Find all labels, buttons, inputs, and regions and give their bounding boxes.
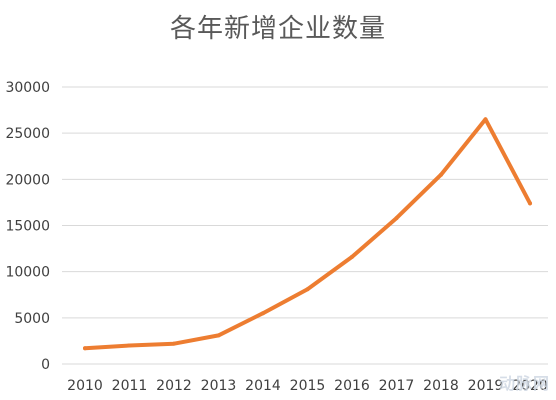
- y-tick-label: 0: [41, 357, 50, 373]
- x-tick-label: 2015: [290, 378, 326, 394]
- data-point: [350, 254, 354, 259]
- data-point: [83, 346, 87, 351]
- x-tick-label: 2017: [379, 378, 415, 394]
- chart-title: 各年新增企业数量: [169, 14, 386, 44]
- data-point: [216, 333, 221, 338]
- series-group: [83, 117, 532, 351]
- gridlines: [62, 86, 548, 365]
- x-tick-label: 2011: [112, 378, 148, 394]
- y-tick-label: 5000: [14, 311, 50, 327]
- x-tick-label: 2010: [67, 378, 103, 394]
- data-point: [172, 341, 176, 346]
- y-tick-label: 10000: [5, 265, 50, 281]
- x-tick-label: 2018: [423, 378, 459, 394]
- x-axis-tick-labels: 2010 2011 2012 2013 2014 2015 2016 2017 2018 2019…: [67, 378, 548, 394]
- y-tick-label: 15000: [5, 219, 50, 235]
- data-point: [528, 201, 532, 206]
- y-axis-tick-labels: 0 5000 10000 15000 20000 25000 30000: [5, 80, 50, 373]
- x-tick-label: 2014: [245, 378, 281, 394]
- data-point: [394, 216, 399, 221]
- data-point: [483, 117, 488, 122]
- y-tick-label: 20000: [5, 172, 50, 188]
- x-tick-label: 2019: [468, 378, 504, 394]
- x-tick-label: 2012: [156, 378, 192, 394]
- data-point: [127, 343, 132, 348]
- x-tick-label: 2020: [512, 378, 548, 394]
- x-tick-label: 2016: [334, 378, 370, 394]
- data-point: [305, 287, 310, 292]
- y-tick-label: 25000: [5, 126, 50, 142]
- x-tick-label: 2013: [201, 378, 237, 394]
- data-point: [439, 172, 443, 177]
- data-point: [261, 311, 265, 316]
- series-line-0: [83, 117, 532, 351]
- watermark-logo: 动脉网: [498, 374, 550, 393]
- y-tick-label: 30000: [5, 80, 50, 96]
